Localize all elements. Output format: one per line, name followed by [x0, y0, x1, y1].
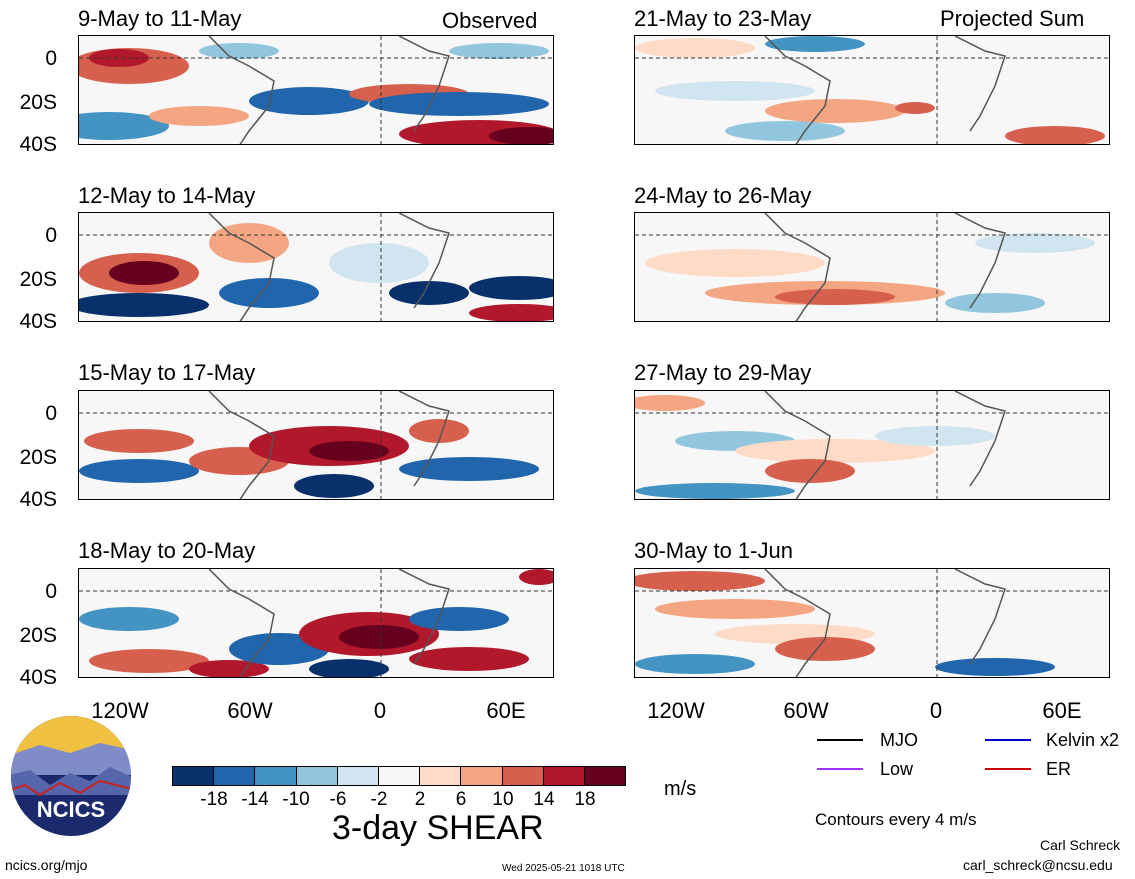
panel-title: 15-May to 17-May [78, 360, 256, 385]
colorbar-swatch [173, 767, 215, 785]
shear-map-21may [634, 35, 1110, 145]
author-email[interactable]: carl_schreck@ncsu.edu [963, 857, 1113, 873]
lat-label: 0 [45, 47, 57, 70]
lat-label: 40S [19, 488, 57, 511]
colorbar-tick: -2 [370, 789, 388, 810]
colorbar-swatch [296, 767, 338, 785]
legend-swatch-kelvin [985, 739, 1031, 741]
author: Carl Schreck [1040, 837, 1121, 853]
colorbar-swatch [214, 767, 256, 785]
lon-label: 0 [929, 698, 943, 723]
panel-corner-label: Observed [442, 8, 538, 33]
shear-map-15may [78, 390, 554, 500]
panel-title: 30-May to 1-Jun [634, 538, 793, 563]
colorbar-units: m/s [664, 778, 697, 800]
colorbar-tick: -18 [200, 789, 228, 810]
shear-map-12may [78, 212, 554, 322]
lat-label: 0 [45, 580, 57, 603]
colorbar-swatch [255, 767, 297, 785]
colorbar-tick: 10 [492, 789, 514, 810]
panel-corner-label: Projected Sum [940, 6, 1085, 31]
legend-label: Low [880, 759, 914, 779]
colorbar-swatch [502, 767, 544, 785]
colorbar-tick: 6 [455, 789, 467, 810]
colorbar-swatch [461, 767, 503, 785]
lat-label: 40S [19, 310, 57, 333]
timestamp: Wed 2025-05-21 1018 UTC [502, 863, 625, 874]
colorbar-swatch [420, 767, 462, 785]
colorbar-tick: 2 [414, 789, 426, 810]
ncics-logo: NCICS [10, 715, 132, 837]
lat-label: 20S [19, 446, 57, 469]
colorbar-swatch [337, 767, 379, 785]
colorbar-swatch [543, 767, 585, 785]
lat-label: 40S [19, 666, 57, 689]
lon-label: 60E [1042, 698, 1082, 723]
lon-label: 0 [373, 698, 387, 723]
colorbar-swatch [378, 767, 421, 785]
colorbar-tick: 14 [533, 789, 555, 810]
panel-title: 9-May to 11-May [78, 6, 242, 31]
shear-map-27may [634, 390, 1110, 500]
lat-label: 40S [19, 133, 57, 156]
lat-label: 20S [19, 624, 57, 647]
contour-note: Contours every 4 m/s [815, 810, 977, 829]
colorbar-tick: 18 [574, 789, 596, 810]
shear-map-24may [634, 212, 1110, 322]
colorbar-tick: -14 [241, 789, 269, 810]
panel-title: 27-May to 29-May [634, 360, 812, 385]
panel-title: 21-May to 23-May [634, 6, 812, 31]
lon-label: 60E [486, 698, 526, 723]
shear-map-18may [78, 568, 554, 678]
lon-label: 60W [783, 698, 829, 723]
lat-label: 20S [19, 268, 57, 291]
legend-label: ER [1046, 759, 1072, 779]
shear-map-30may [634, 568, 1110, 678]
panel-title: 24-May to 26-May [634, 183, 812, 208]
colorbar-tick: -6 [329, 789, 347, 810]
lat-label: 0 [45, 224, 57, 247]
panel-title: 12-May to 14-May [78, 183, 256, 208]
legend-label: Kelvin x2 [1046, 730, 1120, 750]
colorbar-tick: -10 [282, 789, 310, 810]
lon-label: 60W [227, 698, 273, 723]
legend-swatch-low [817, 768, 863, 770]
lon-label: 120W [647, 698, 705, 723]
lat-label: 0 [45, 402, 57, 425]
shear-map-9may [78, 35, 554, 145]
site-link[interactable]: ncics.org/mjo [5, 857, 88, 873]
legend-swatch-mjo [817, 739, 863, 741]
lon-label: 120W [91, 698, 149, 723]
panel-title: 18-May to 20-May [78, 538, 256, 563]
colorbar-swatch [584, 767, 626, 785]
lat-label: 20S [19, 91, 57, 114]
chart-title: 3-day SHEAR [332, 809, 544, 847]
legend-swatch-er [985, 768, 1031, 770]
legend-label: MJO [880, 730, 918, 750]
logo-text: NCICS [36, 797, 106, 822]
colorbar [172, 766, 626, 786]
